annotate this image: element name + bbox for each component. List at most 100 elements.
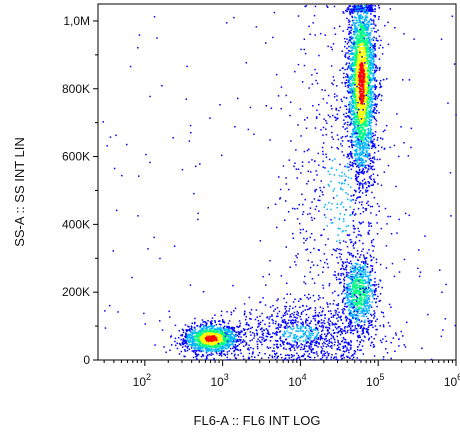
event-dot bbox=[381, 94, 383, 97]
event-dot bbox=[343, 308, 345, 310]
event-dot bbox=[361, 169, 364, 172]
event-dot bbox=[372, 115, 375, 118]
event-dot bbox=[361, 31, 363, 33]
event-dot bbox=[212, 340, 214, 342]
event-dot bbox=[353, 302, 355, 304]
event-dot bbox=[350, 282, 353, 284]
event-dot bbox=[350, 46, 352, 49]
event-dot bbox=[342, 290, 344, 293]
event-dot bbox=[375, 64, 377, 67]
event-dot bbox=[232, 326, 234, 329]
event-dot bbox=[349, 306, 351, 308]
event-dot bbox=[373, 72, 375, 75]
event-dot bbox=[347, 57, 349, 59]
event-dot bbox=[355, 123, 357, 126]
event-dot bbox=[365, 93, 367, 95]
event-dot bbox=[365, 121, 367, 124]
event-dot bbox=[360, 77, 362, 79]
event-dot bbox=[190, 337, 193, 339]
event-dot bbox=[199, 342, 202, 344]
event-dot bbox=[366, 97, 368, 99]
event-dot bbox=[374, 93, 376, 96]
event-dot bbox=[367, 277, 370, 280]
event-dot bbox=[371, 141, 373, 143]
event-dot bbox=[353, 71, 356, 73]
event-dot bbox=[353, 131, 356, 133]
event-dot bbox=[211, 338, 213, 340]
event-dot bbox=[356, 57, 359, 59]
event-dot bbox=[369, 49, 371, 51]
event-dot bbox=[347, 41, 350, 43]
event-dot bbox=[210, 350, 212, 352]
event-dot bbox=[366, 299, 369, 301]
event-dot bbox=[380, 99, 382, 101]
event-dot bbox=[357, 66, 359, 68]
event-dot bbox=[191, 345, 193, 347]
event-dot bbox=[229, 358, 231, 361]
event-dot bbox=[343, 96, 345, 99]
event-dot bbox=[352, 56, 354, 58]
event-dot bbox=[352, 311, 355, 313]
event-dot bbox=[355, 287, 358, 290]
event-dot bbox=[359, 35, 361, 37]
event-dot bbox=[343, 346, 345, 349]
event-dot bbox=[366, 146, 369, 149]
event-dot bbox=[370, 320, 373, 322]
event-dot bbox=[367, 55, 369, 57]
event-dot bbox=[357, 116, 359, 119]
event-dot bbox=[353, 64, 355, 66]
event-dot bbox=[375, 54, 377, 57]
event-dot bbox=[211, 325, 213, 327]
event-dot bbox=[350, 154, 352, 156]
event-dot bbox=[363, 29, 365, 32]
event-dot bbox=[364, 9, 367, 12]
event-dot bbox=[220, 341, 222, 343]
event-dot bbox=[349, 13, 351, 16]
event-dot bbox=[365, 19, 368, 22]
event-dot bbox=[355, 145, 358, 147]
event-dot bbox=[373, 145, 375, 147]
event-dot bbox=[354, 125, 356, 128]
event-dot bbox=[362, 41, 364, 43]
event-dot bbox=[353, 91, 356, 94]
event-dot bbox=[234, 353, 236, 356]
event-dot bbox=[373, 79, 376, 81]
event-dot bbox=[354, 98, 357, 101]
event-dot bbox=[239, 331, 242, 334]
event-dot bbox=[350, 168, 353, 170]
event-dot bbox=[362, 308, 364, 310]
event-dot bbox=[378, 300, 380, 302]
event-dot bbox=[354, 242, 357, 244]
event-dot bbox=[373, 117, 376, 119]
event-dot bbox=[355, 104, 357, 106]
event-dot bbox=[357, 157, 359, 159]
event-dot bbox=[357, 92, 359, 94]
event-dot bbox=[218, 339, 220, 341]
event-dot bbox=[352, 129, 354, 131]
event-dot bbox=[361, 27, 363, 29]
event-dot bbox=[363, 18, 365, 21]
event-dot bbox=[358, 129, 361, 132]
event-dot bbox=[359, 184, 361, 186]
event-dot bbox=[366, 107, 368, 109]
event-dot bbox=[357, 81, 359, 83]
event-dot bbox=[364, 280, 367, 282]
event-dot bbox=[209, 334, 211, 336]
event-dot bbox=[214, 314, 216, 316]
event-dot bbox=[378, 7, 380, 9]
event-dot bbox=[161, 329, 164, 331]
event-dot bbox=[242, 355, 244, 358]
event-dot bbox=[356, 51, 358, 53]
event-dot bbox=[353, 79, 355, 82]
event-dot bbox=[357, 121, 359, 124]
event-dot bbox=[203, 337, 205, 340]
event-dot bbox=[357, 43, 359, 45]
event-dot bbox=[208, 343, 210, 345]
event-dot bbox=[234, 339, 237, 341]
event-dot bbox=[370, 313, 372, 316]
event-dot bbox=[347, 299, 349, 302]
event-dot bbox=[366, 170, 369, 172]
event-dot bbox=[351, 162, 353, 164]
event-dot bbox=[372, 140, 374, 142]
event-dot bbox=[181, 346, 184, 348]
